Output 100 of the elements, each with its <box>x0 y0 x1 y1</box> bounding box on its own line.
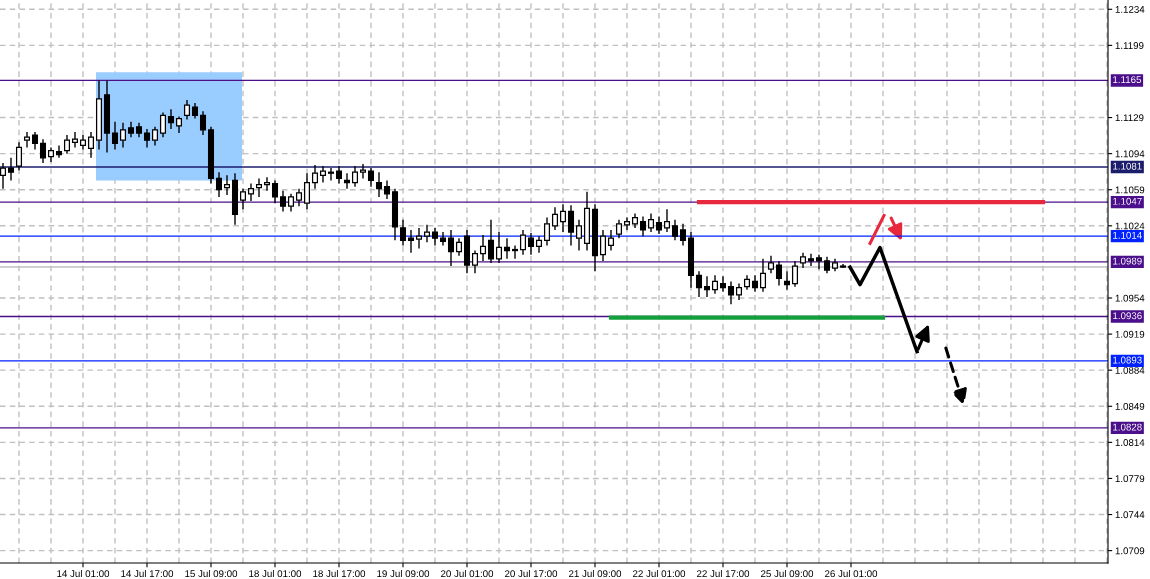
candlestick <box>775 260 783 287</box>
candlestick <box>815 253 823 270</box>
x-tick-label: 14 Jul 17:00 <box>121 569 174 578</box>
candlestick <box>703 275 711 298</box>
x-tick-label: 25 Jul 09:00 <box>761 569 814 578</box>
candlestick <box>519 229 527 256</box>
candlestick <box>791 260 799 288</box>
y-tick-label: 1.0954 <box>1115 294 1145 302</box>
ref-line-label: 1.1047 <box>1113 197 1142 205</box>
x-tick-label: 18 Jul 01:00 <box>249 569 302 578</box>
y-tick-label: 1.1129 <box>1115 114 1144 122</box>
candlestick <box>343 172 351 190</box>
candlestick <box>615 218 623 239</box>
candlestick <box>399 218 407 247</box>
candlestick <box>111 120 119 151</box>
candlestick <box>695 270 703 298</box>
candlestick <box>255 177 263 198</box>
candlestick <box>527 232 535 256</box>
x-tick-label: 18 Jul 17:00 <box>313 569 366 578</box>
candlestick <box>79 134 87 151</box>
candlestick <box>719 275 727 293</box>
candlestick <box>487 218 495 264</box>
candlestick <box>671 218 679 241</box>
candlestick <box>303 172 311 211</box>
candlestick <box>351 165 359 188</box>
candlestick <box>679 223 687 247</box>
candlestick <box>263 176 271 192</box>
candlestick <box>367 167 375 188</box>
candlestick <box>215 171 223 198</box>
candlestick <box>0 162 7 190</box>
y-tick-label: 1.0884 <box>1115 366 1145 374</box>
candlestick <box>727 280 735 305</box>
y-tick-label: 1.1199 <box>1115 42 1144 49</box>
candlestick <box>167 108 175 130</box>
candlestick <box>183 99 191 121</box>
candlestick <box>479 234 487 262</box>
candlestick <box>511 244 519 260</box>
candlestick <box>63 134 71 155</box>
candlestick <box>311 164 319 190</box>
candlestick <box>639 215 647 237</box>
candlestick <box>439 231 447 247</box>
ref-line-label: 1.1081 <box>1113 162 1142 170</box>
candlestick <box>623 216 631 231</box>
candlestick <box>199 110 207 136</box>
candlestick <box>503 237 511 260</box>
y-tick-label: 1.0919 <box>1115 330 1145 338</box>
x-tick-label: 15 Jul 09:00 <box>185 569 238 578</box>
candlestick <box>383 179 391 200</box>
ref-line-label: 1.0989 <box>1113 257 1142 265</box>
candlestick <box>151 126 159 147</box>
y-tick-label: 1.0849 <box>1115 403 1145 410</box>
candlestick <box>647 212 655 233</box>
candlestick <box>471 249 479 274</box>
ref-line-label: 1.1014 <box>1113 231 1142 239</box>
y-tick-label: 1.1234 <box>1115 6 1145 13</box>
candlestick <box>423 224 431 244</box>
ref-line-label: 1.0936 <box>1113 312 1142 320</box>
candlestick <box>711 274 719 295</box>
candlestick <box>559 203 567 233</box>
candlestick <box>55 144 63 159</box>
candlestick <box>807 252 815 267</box>
candlestick <box>575 218 583 252</box>
candlestick <box>407 229 415 254</box>
candlestick <box>7 157 15 182</box>
candlestick <box>759 258 767 293</box>
x-tick-label: 21 Jul 09:00 <box>569 569 622 578</box>
y-tick-label: 1.1094 <box>1115 150 1145 158</box>
y-tick-label: 1.0744 <box>1115 511 1145 519</box>
candlestick <box>15 141 23 171</box>
candlestick <box>39 138 47 164</box>
candlestick <box>543 216 551 247</box>
y-tick-label: 1.0779 <box>1115 475 1145 483</box>
candlestick <box>607 229 615 252</box>
candlestick <box>447 229 455 267</box>
candlestick <box>71 131 79 149</box>
ref-line-label: 1.0893 <box>1113 356 1142 364</box>
x-tick-label: 19 Jul 09:00 <box>377 569 430 578</box>
y-tick-label: 1.0709 <box>1115 547 1145 555</box>
candlestick <box>327 167 335 182</box>
candlestick <box>159 111 167 138</box>
candlestick <box>143 128 151 149</box>
candlestick <box>223 174 231 196</box>
x-tick-label: 26 Jul 01:00 <box>825 569 878 578</box>
y-tick-label: 1.0814 <box>1115 439 1145 446</box>
candlestick <box>415 227 423 250</box>
candlestick <box>279 190 287 213</box>
y-tick-label: 1.1024 <box>1115 222 1145 230</box>
candlestick <box>551 206 559 231</box>
candlestick <box>495 231 503 264</box>
candlestick <box>599 229 607 262</box>
x-tick-label: 20 Jul 01:00 <box>441 569 494 578</box>
candlestick <box>87 131 95 159</box>
ref-line-label: 1.0828 <box>1113 423 1142 431</box>
x-tick-label: 14 Jul 01:00 <box>57 569 110 578</box>
candlestick <box>239 188 247 211</box>
candlestick <box>319 165 327 184</box>
candlestick <box>567 204 575 247</box>
y-tick-label: 1.1059 <box>1115 186 1145 194</box>
candlestick <box>375 171 383 198</box>
candlestick <box>23 131 31 149</box>
